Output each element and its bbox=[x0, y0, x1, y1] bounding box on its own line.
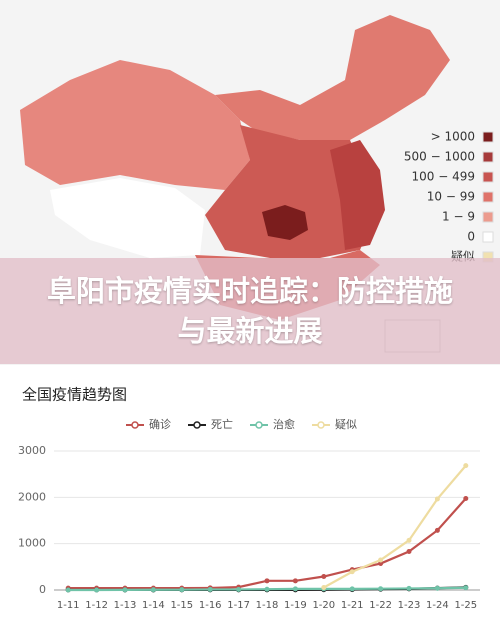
x-tick-label: 1-16 bbox=[199, 600, 222, 611]
data-point bbox=[349, 586, 355, 592]
region-hubei bbox=[262, 205, 308, 240]
y-tick-label: 1000 bbox=[18, 537, 46, 550]
x-tick-label: 1-14 bbox=[142, 600, 165, 611]
legend-label: 100 − 499 bbox=[412, 170, 476, 184]
data-point bbox=[434, 527, 440, 533]
data-point bbox=[406, 537, 412, 543]
data-point bbox=[179, 587, 185, 593]
data-point bbox=[434, 585, 440, 591]
banner-title: 阜阳市疫情实时追踪：防控措施与最新进展 bbox=[46, 274, 453, 348]
data-point bbox=[94, 587, 100, 593]
legend-label: 治愈 bbox=[273, 417, 295, 431]
x-tick-label: 1-11 bbox=[57, 600, 80, 611]
data-point bbox=[264, 586, 270, 592]
legend-marker bbox=[255, 421, 263, 429]
data-point bbox=[292, 578, 298, 584]
legend-label: > 1000 bbox=[431, 130, 475, 144]
x-tick-label: 1-15 bbox=[170, 600, 193, 611]
legend-swatch bbox=[482, 231, 494, 243]
series-line bbox=[323, 464, 467, 589]
legend-label: 死亡 bbox=[211, 417, 233, 431]
x-tick-label: 1-17 bbox=[227, 600, 250, 611]
data-point bbox=[434, 496, 440, 502]
x-tick-label: 1-19 bbox=[284, 600, 307, 611]
chart-title: 全国疫情趋势图 bbox=[22, 386, 127, 404]
x-tick-label: 1-25 bbox=[454, 600, 477, 611]
data-point bbox=[378, 557, 384, 563]
data-point bbox=[378, 561, 384, 567]
x-tick-label: 1-24 bbox=[426, 600, 449, 611]
region-north bbox=[215, 15, 450, 140]
legend-label: 10 − 99 bbox=[427, 190, 475, 204]
banner: 阜阳市疫情实时追踪：防控措施与最新进展 bbox=[0, 258, 500, 364]
data-point bbox=[236, 586, 242, 592]
data-point bbox=[378, 586, 384, 592]
y-tick-label: 0 bbox=[39, 583, 46, 596]
chart: 全国疫情趋势图 0 1000 2000 3000 1-11 1-12 1-13 1-14 1-15… bbox=[18, 386, 480, 611]
data-point bbox=[406, 585, 412, 591]
region-west bbox=[20, 60, 250, 190]
legend-marker bbox=[193, 421, 201, 429]
data-point bbox=[292, 586, 298, 592]
legend-swatch bbox=[482, 211, 494, 223]
data-point bbox=[463, 585, 469, 591]
y-tick-label: 3000 bbox=[18, 444, 46, 457]
legend-swatch bbox=[482, 131, 494, 143]
region-tibet bbox=[50, 178, 205, 258]
data-point bbox=[406, 549, 412, 555]
legend-label: 1 − 9 bbox=[442, 210, 475, 224]
legend-swatch bbox=[482, 151, 494, 163]
legend-marker bbox=[131, 421, 139, 429]
data-point bbox=[264, 578, 270, 584]
x-tick-label: 1-20 bbox=[312, 600, 335, 611]
data-point bbox=[122, 587, 128, 593]
legend-label: 疑似 bbox=[335, 418, 357, 431]
y-tick-label: 2000 bbox=[18, 490, 46, 503]
region-east bbox=[330, 140, 385, 250]
x-tick-label: 1-13 bbox=[114, 600, 137, 611]
data-point bbox=[463, 495, 469, 501]
data-point bbox=[65, 587, 71, 593]
x-tick-label: 1-21 bbox=[341, 600, 364, 611]
x-tick-label: 1-18 bbox=[256, 600, 279, 611]
legend-label: 0 bbox=[467, 230, 475, 244]
data-point bbox=[321, 574, 327, 580]
legend-swatch bbox=[482, 171, 494, 183]
x-tick-label: 1-23 bbox=[398, 600, 421, 611]
legend-marker bbox=[317, 421, 325, 429]
data-point bbox=[207, 586, 213, 592]
data-point bbox=[349, 569, 355, 575]
data-point bbox=[463, 463, 469, 469]
x-tick-label: 1-22 bbox=[369, 600, 392, 611]
data-point bbox=[150, 587, 156, 593]
legend-label: 确诊 bbox=[149, 417, 171, 431]
legend-swatch bbox=[482, 191, 494, 203]
legend-label: 500 − 1000 bbox=[404, 150, 475, 164]
data-point bbox=[321, 584, 327, 590]
x-tick-label: 1-12 bbox=[85, 600, 108, 611]
